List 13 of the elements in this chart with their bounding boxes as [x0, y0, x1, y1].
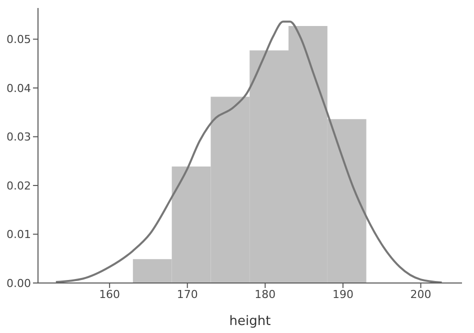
x-tick-label: 160	[99, 288, 120, 301]
x-axis-title: height	[229, 314, 271, 329]
line-series	[54, 20, 443, 283]
y-tick-label: 0.05	[6, 33, 31, 46]
y-tick-label: 0.01	[6, 228, 31, 242]
y-tick-label: 0.03	[6, 130, 31, 144]
x-tick-label: 200	[410, 288, 432, 301]
y-tick-label: 0.00	[6, 276, 31, 290]
x-tick-label: 170	[176, 288, 198, 301]
x-tick-label: 190	[332, 288, 354, 301]
y-tick-label: 0.04	[6, 82, 31, 95]
y-tick-label: 0.02	[6, 179, 31, 192]
x-tick-label: 180	[254, 288, 276, 301]
